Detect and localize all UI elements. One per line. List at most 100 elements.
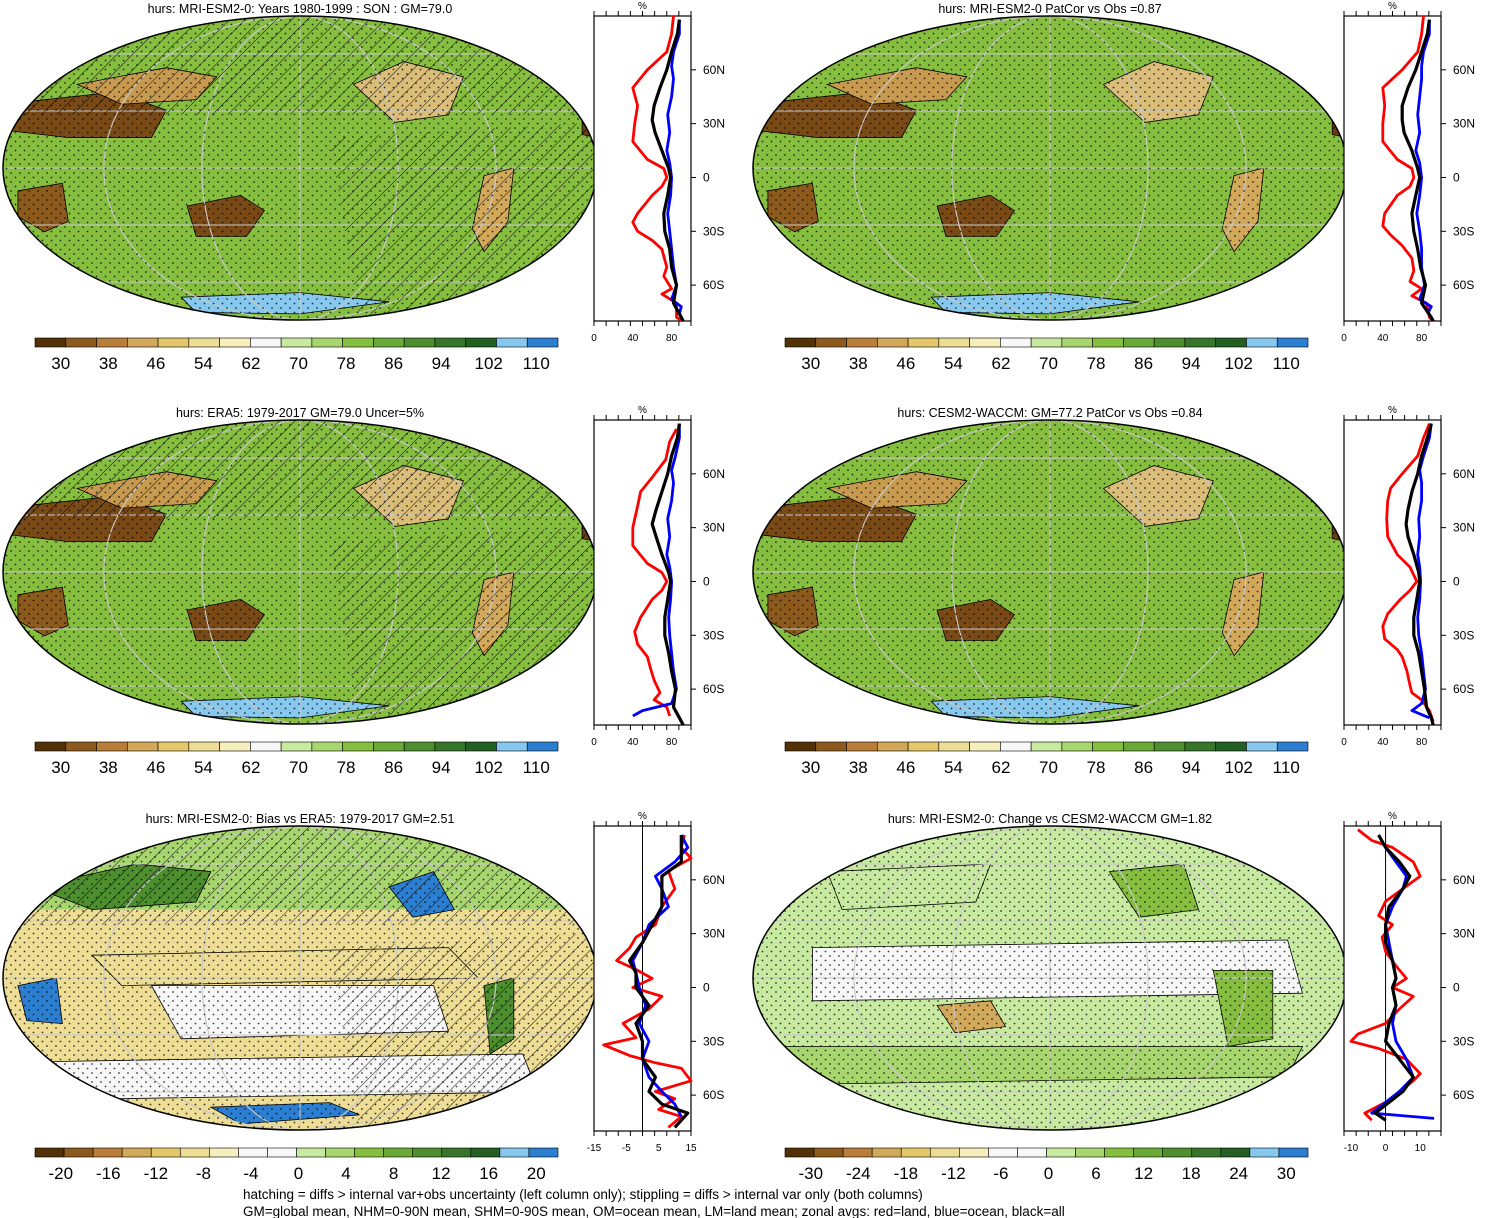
colorbar-swatch <box>325 1147 355 1158</box>
profile-unit: % <box>638 1 647 12</box>
colorbar-label: 6 <box>1091 1164 1100 1183</box>
colorbar-swatch <box>441 1147 472 1158</box>
colorbar-label: 54 <box>944 354 963 373</box>
colorbar-label: 8 <box>389 1164 398 1183</box>
colorbar-swatch <box>938 741 970 752</box>
colorbar-swatch <box>1092 741 1124 752</box>
colorbar-swatch <box>1133 1147 1164 1158</box>
colorbar-label: -6 <box>993 1164 1008 1183</box>
profile-lat-tick: 60S <box>1453 682 1474 696</box>
colorbar-swatch <box>1061 337 1093 348</box>
colorbar-label: 46 <box>896 758 915 777</box>
stippling <box>753 16 1347 320</box>
colorbar-swatch <box>1017 1147 1047 1158</box>
profile-lat-tick: 0 <box>703 170 710 184</box>
all-series <box>650 19 685 322</box>
profile-lat-tick: 60N <box>1453 873 1475 887</box>
colorbar-swatch <box>65 741 97 752</box>
colorbar-swatch <box>157 337 190 348</box>
profile-unit: % <box>638 405 647 416</box>
colorbar-label: 54 <box>944 758 963 777</box>
map-field <box>753 826 1347 1130</box>
colorbar-swatch <box>496 337 528 348</box>
profile-xtick: 80 <box>666 333 678 344</box>
colorbar-swatch <box>907 741 940 752</box>
colorbar-swatch <box>938 337 970 348</box>
colorbar-swatch <box>280 337 313 348</box>
profile-xtick: 0 <box>1341 737 1347 748</box>
profile-xtick: 15 <box>685 1143 697 1154</box>
hatching <box>329 932 597 1130</box>
profile-lat-tick: 60N <box>703 467 725 481</box>
colorbar-swatch <box>250 741 282 752</box>
colorbar-swatch <box>988 1147 1018 1158</box>
colorbar-swatch <box>1276 741 1309 752</box>
profile-lat-tick: 30S <box>703 1034 724 1048</box>
colorbar-label: 18 <box>1182 1164 1201 1183</box>
colorbar-label: 0 <box>1044 1164 1053 1183</box>
colorbar-swatch <box>784 741 817 752</box>
land-series <box>1381 423 1435 722</box>
colorbar-swatch <box>876 337 909 348</box>
colorbar-swatch <box>1123 741 1155 752</box>
colorbar-swatch <box>1184 337 1217 348</box>
colorbar-swatch <box>815 741 847 752</box>
colorbar-label: -20 <box>48 1164 73 1183</box>
colorbar-swatch <box>1276 337 1309 348</box>
colorbar-swatch <box>219 741 251 752</box>
colorbar-swatch <box>65 337 97 348</box>
colorbar-swatch <box>907 337 940 348</box>
colorbar-label: 78 <box>1087 354 1106 373</box>
colorbar-swatch <box>412 1147 443 1158</box>
profile-xtick: 0 <box>1383 1143 1389 1154</box>
land-series <box>631 15 684 323</box>
colorbar-label: 70 <box>1039 354 1058 373</box>
colorbar-swatch <box>342 741 374 752</box>
all-series <box>1404 423 1435 726</box>
colorbar-swatch <box>121 1147 152 1158</box>
colorbar-label: 4 <box>341 1164 350 1183</box>
colorbar-swatch <box>219 337 251 348</box>
colorbar-label: -18 <box>894 1164 919 1183</box>
profile-unit: % <box>638 811 647 822</box>
colorbar-swatch <box>250 337 282 348</box>
footer-line-1: hatching = diffs > internal var+obs unce… <box>243 1187 923 1202</box>
colorbar-label: 94 <box>432 758 451 777</box>
colorbar-label: 30 <box>801 354 820 373</box>
colorbar-swatch <box>434 741 467 752</box>
colorbar-label: 86 <box>384 354 403 373</box>
colorbar-swatch <box>1246 741 1278 752</box>
colorbar-swatch <box>34 1147 65 1158</box>
profile-xtick: 40 <box>627 333 639 344</box>
colorbar-swatch <box>526 337 559 348</box>
colorbar-label: 102 <box>1224 354 1252 373</box>
colorbar-label: 86 <box>1134 758 1153 777</box>
colorbar-swatch <box>842 1147 873 1158</box>
colorbar-label: 12 <box>1134 1164 1153 1183</box>
colorbar-swatch <box>900 1147 931 1158</box>
colorbar-label: 38 <box>849 758 868 777</box>
profile-lat-tick: 60N <box>1453 467 1475 481</box>
map-field <box>753 16 1347 320</box>
profile-unit: % <box>1388 405 1397 416</box>
profile-frame <box>1343 419 1442 726</box>
profile-xtick: 40 <box>1377 737 1389 748</box>
colorbar-label: 94 <box>432 354 451 373</box>
profile-frame <box>1343 15 1442 322</box>
colorbar-swatch <box>1123 337 1155 348</box>
panel-title: hurs: CESM2-WACCM: GM=77.2 PatCor vs Obs… <box>897 406 1202 420</box>
colorbar-label: 30 <box>51 354 70 373</box>
colorbar: 30 38 46 54 62 70 78 86 94 102 110 <box>34 337 559 373</box>
colorbar-swatch <box>499 1147 530 1158</box>
panel-1: hurs: MRI-ESM2-0: Years 1980-1999 : SON … <box>2 1 725 373</box>
colorbar-swatch <box>126 741 159 752</box>
colorbar-swatch <box>1061 741 1093 752</box>
colorbar-label: 54 <box>194 758 213 777</box>
colorbar-label: -4 <box>243 1164 258 1183</box>
colorbar-swatch <box>969 741 1001 752</box>
colorbar-swatch <box>179 1147 210 1158</box>
colorbar-swatch <box>280 741 313 752</box>
hatching <box>329 526 597 724</box>
profile-lat-tick: 60S <box>1453 1088 1474 1102</box>
